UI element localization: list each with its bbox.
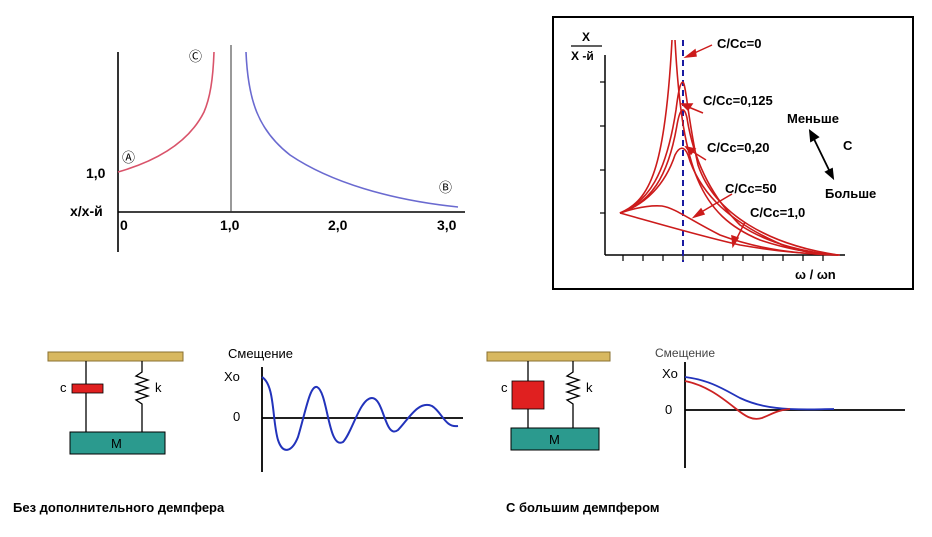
ratio-label-0: C/Cc=0 [717, 36, 761, 51]
marker-b: Ⓑ [439, 181, 452, 196]
damper-label: c [60, 380, 67, 395]
mass-block [69, 431, 166, 455]
right-branch-curve [245, 51, 459, 208]
curve-ratio-0125 [619, 81, 839, 256]
left-branch-curve [117, 51, 215, 173]
ratio-label-0125: C/Cc=0,125 [703, 93, 773, 108]
damper-label: c [501, 380, 508, 395]
caption: С большим демпфером [506, 500, 660, 515]
response-curves [619, 39, 841, 256]
zero-label: 0 [233, 409, 240, 424]
curve-ratio-10 [619, 212, 839, 256]
y-axis-label: x/x-й [70, 203, 103, 219]
damper-small [71, 383, 104, 394]
direction-less-label: Меньше [787, 111, 839, 126]
overdamped-curve [684, 376, 835, 411]
displacement-title: Смещение [228, 346, 293, 361]
y-ticks [600, 81, 605, 214]
x-axis-label: ω / ωn [795, 267, 836, 282]
xo-label: Xo [224, 369, 240, 384]
direction-arrow [808, 129, 835, 181]
x-tick-label-0: 0 [120, 217, 128, 233]
y-axis-label-bottom: X -й [571, 49, 594, 63]
caption: Без дополнительного демпфера [13, 500, 225, 515]
x-tick-label-2: 2,0 [328, 217, 348, 233]
xo-label: Xo [662, 366, 678, 381]
damped-curve [684, 380, 791, 420]
damper-large [511, 380, 545, 410]
mass-block [510, 427, 600, 451]
direction-more-label: Больше [825, 186, 876, 201]
spring-label: k [586, 380, 593, 395]
zero-label: 0 [665, 402, 672, 417]
y-axis-label-top: X [582, 30, 590, 44]
oscillation-curve [261, 376, 459, 451]
mass-label: M [111, 436, 122, 451]
direction-c-label: C [843, 138, 853, 153]
y-tick-label: 1,0 [86, 165, 106, 181]
spring [133, 361, 151, 432]
ratio-label-10: C/Cc=1,0 [750, 205, 805, 220]
marker-c: Ⓒ [189, 50, 202, 65]
ceiling [486, 351, 611, 362]
x-tick-label-1: 1,0 [220, 217, 240, 233]
displacement-title: Смещение [655, 346, 715, 360]
transmissibility-chart: x/x-й 1,0 0 1,0 2,0 3,0 Ⓐ Ⓒ Ⓑ [70, 45, 465, 252]
amplitude-chart: C/Cc=0 C/Cc=0,125 C/Cc=0,20 C/Cc=50 C/Cc… [552, 16, 914, 290]
curve-ratio-020 [619, 147, 839, 256]
ratio-label-50: C/Cc=50 [725, 181, 777, 196]
spring-label: k [155, 380, 162, 395]
marker-a: Ⓐ [122, 151, 135, 166]
ceiling [47, 351, 184, 362]
label-pointers [680, 44, 746, 249]
mass-label: M [549, 432, 560, 447]
damped-system: c k M Смещение Xo 0 С большим демпфером [486, 346, 905, 515]
spring [564, 361, 582, 428]
ratio-label-020: C/Cc=0,20 [707, 140, 770, 155]
undamped-system: c k M Смещение Xo 0 Без дополнительного … [13, 346, 463, 515]
x-tick-label-3: 3,0 [437, 217, 457, 233]
